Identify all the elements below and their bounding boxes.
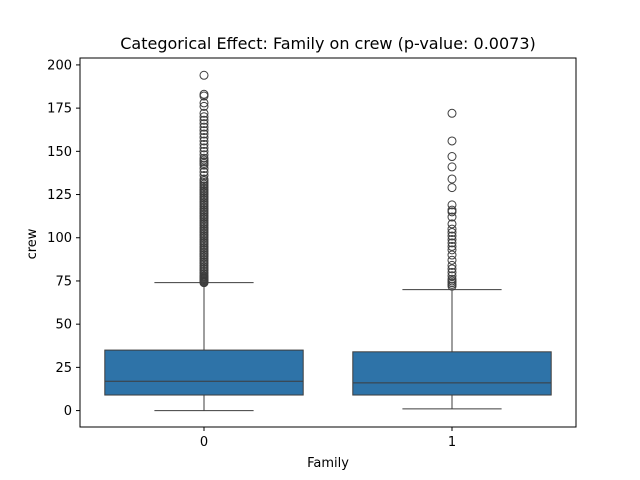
outlier-point bbox=[447, 174, 457, 184]
box-iqr bbox=[104, 349, 304, 396]
y-tick-label: 175 bbox=[47, 102, 72, 117]
outlier-point bbox=[447, 250, 457, 260]
outlier-point bbox=[199, 98, 209, 108]
box-group-0 bbox=[104, 70, 304, 412]
plot-frame bbox=[79, 57, 577, 428]
outlier-point bbox=[447, 234, 457, 244]
y-axis-label: crew bbox=[25, 228, 40, 259]
y-tick-label: 50 bbox=[55, 318, 72, 333]
outlier-point bbox=[199, 129, 209, 139]
outlier-point bbox=[199, 143, 209, 153]
outlier-point bbox=[447, 136, 457, 146]
outlier-point bbox=[447, 238, 457, 248]
outlier-point bbox=[199, 167, 209, 177]
x-tick-label: 0 bbox=[200, 435, 208, 450]
outlier-point bbox=[447, 200, 457, 210]
y-tick-label: 100 bbox=[47, 231, 72, 246]
plot-area bbox=[104, 70, 552, 412]
outlier-point bbox=[447, 274, 457, 284]
axes: 0 25 50 75 100 125 150 175 200 0 1 bbox=[47, 58, 456, 450]
outlier-point bbox=[199, 122, 209, 132]
box-iqr bbox=[352, 351, 552, 396]
outlier-point bbox=[199, 171, 209, 181]
outlier-point bbox=[447, 245, 457, 255]
outlier-point bbox=[199, 174, 209, 184]
x-axis-label: Family bbox=[307, 456, 349, 471]
outlier-point bbox=[447, 231, 457, 241]
outlier-point bbox=[447, 260, 457, 270]
outlier-point bbox=[199, 150, 209, 160]
y-tick-label: 200 bbox=[47, 58, 72, 73]
outlier-point bbox=[199, 133, 209, 143]
outlier-point bbox=[447, 205, 457, 215]
outlier-point bbox=[447, 183, 457, 193]
outlier-point bbox=[199, 153, 209, 163]
box-group-1 bbox=[352, 108, 552, 410]
outlier-point bbox=[447, 228, 457, 238]
outlier-point bbox=[199, 112, 209, 122]
outlier-point bbox=[447, 108, 457, 118]
outlier-point bbox=[199, 119, 209, 129]
outlier-point bbox=[447, 224, 457, 234]
outlier-point bbox=[447, 219, 457, 229]
outlier-point bbox=[199, 70, 209, 80]
outlier-point bbox=[199, 164, 209, 174]
outlier-point bbox=[199, 126, 209, 136]
y-tick-label: 150 bbox=[47, 145, 72, 160]
y-tick-label: 125 bbox=[47, 188, 72, 203]
outlier-point bbox=[199, 115, 209, 125]
y-tick-label: 0 bbox=[64, 404, 72, 419]
outlier-point bbox=[199, 101, 209, 111]
outlier-point bbox=[199, 146, 209, 156]
outlier-point bbox=[447, 241, 457, 251]
outlier-point bbox=[447, 255, 457, 265]
outlier-point bbox=[447, 264, 457, 274]
y-tick-label: 25 bbox=[55, 361, 72, 376]
chart-title: Categorical Effect: Family on crew (p-va… bbox=[120, 34, 536, 53]
outlier-point bbox=[199, 136, 209, 146]
outlier-point bbox=[199, 89, 209, 99]
outlier-point bbox=[447, 267, 457, 277]
outlier-point bbox=[199, 108, 209, 118]
y-tick-label: 75 bbox=[55, 274, 72, 289]
outlier-point bbox=[199, 139, 209, 149]
outlier-point bbox=[447, 212, 457, 222]
outlier-point bbox=[447, 162, 457, 172]
outlier-point bbox=[447, 152, 457, 162]
x-tick-label: 1 bbox=[448, 435, 456, 450]
outlier-point bbox=[447, 271, 457, 281]
